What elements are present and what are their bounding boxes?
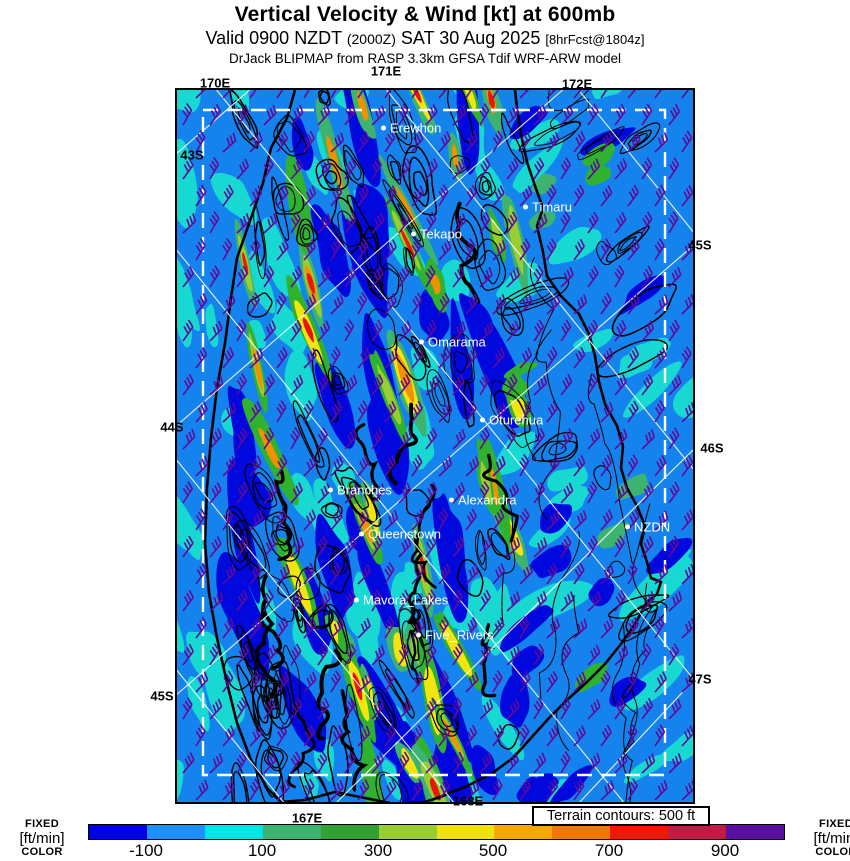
zulu-time: (2000Z) [346,31,396,47]
model-credit-line: DrJack BLIPMAP from RASP 3.3km GFSA Tdif… [228,51,622,66]
lat-label-45S-right: 45S [688,237,712,253]
colorbar-segment [726,825,785,839]
lat-label-45S-left: 45S [150,688,174,704]
valid-time-line: Valid 0900 NZDT (2000Z) SAT 30 Aug 2025 … [205,28,645,48]
lon-label-171E: 171E [370,63,402,79]
lon-label-172E: 172E [561,76,593,92]
terrain-legend-box: Terrain contours: 500 ft [532,806,710,826]
colorbar-side-label-left: FIXED [ft/min] COLOR [19,818,65,858]
colorbar-tick: 500 [478,841,508,860]
blipmap-canvas [175,88,695,804]
colorbar-tick: 300 [363,841,393,860]
colorbar-segment [262,825,321,839]
colorbar-segment [610,825,669,839]
lat-label-46S: 46S [700,440,724,456]
colorbar-segment [552,825,611,839]
forecast-tag: [8hrFcst@1804z] [545,32,645,47]
page-title: Vertical Velocity & Wind [kt] at 600mb [234,3,616,26]
colorbar-tick: 900 [710,841,740,860]
colorbar-side-label-right: FIXED [ft/min] COLOR [813,818,850,858]
colorbar-segment [378,825,437,839]
colorbar-segment [436,825,495,839]
header: Vertical Velocity & Wind [kt] at 600mb V… [0,0,850,66]
colorbar-segment [668,825,727,839]
colorbar-segment [320,825,379,839]
colorbar-tick: 100 [247,841,277,860]
lon-label-167E: 167E [291,810,323,826]
colorbar-tick: -100 [128,841,164,860]
colorbar-scale [88,824,785,840]
lon-label-170E: 170E [199,75,231,91]
lat-label-47S: 47S [688,671,712,687]
colorbar-segment [146,825,205,839]
colorbar-segment [204,825,263,839]
lat-label-44S: 44S [160,419,184,435]
lat-label-43S: 43S [180,147,204,163]
terrain-legend-text: Terrain contours: 500 ft [546,808,696,824]
colorbar-segment [494,825,553,839]
colorbar-tick: 700 [594,841,624,860]
colorbar-segment [89,825,147,839]
lon-label-168E: 168E [452,793,484,809]
